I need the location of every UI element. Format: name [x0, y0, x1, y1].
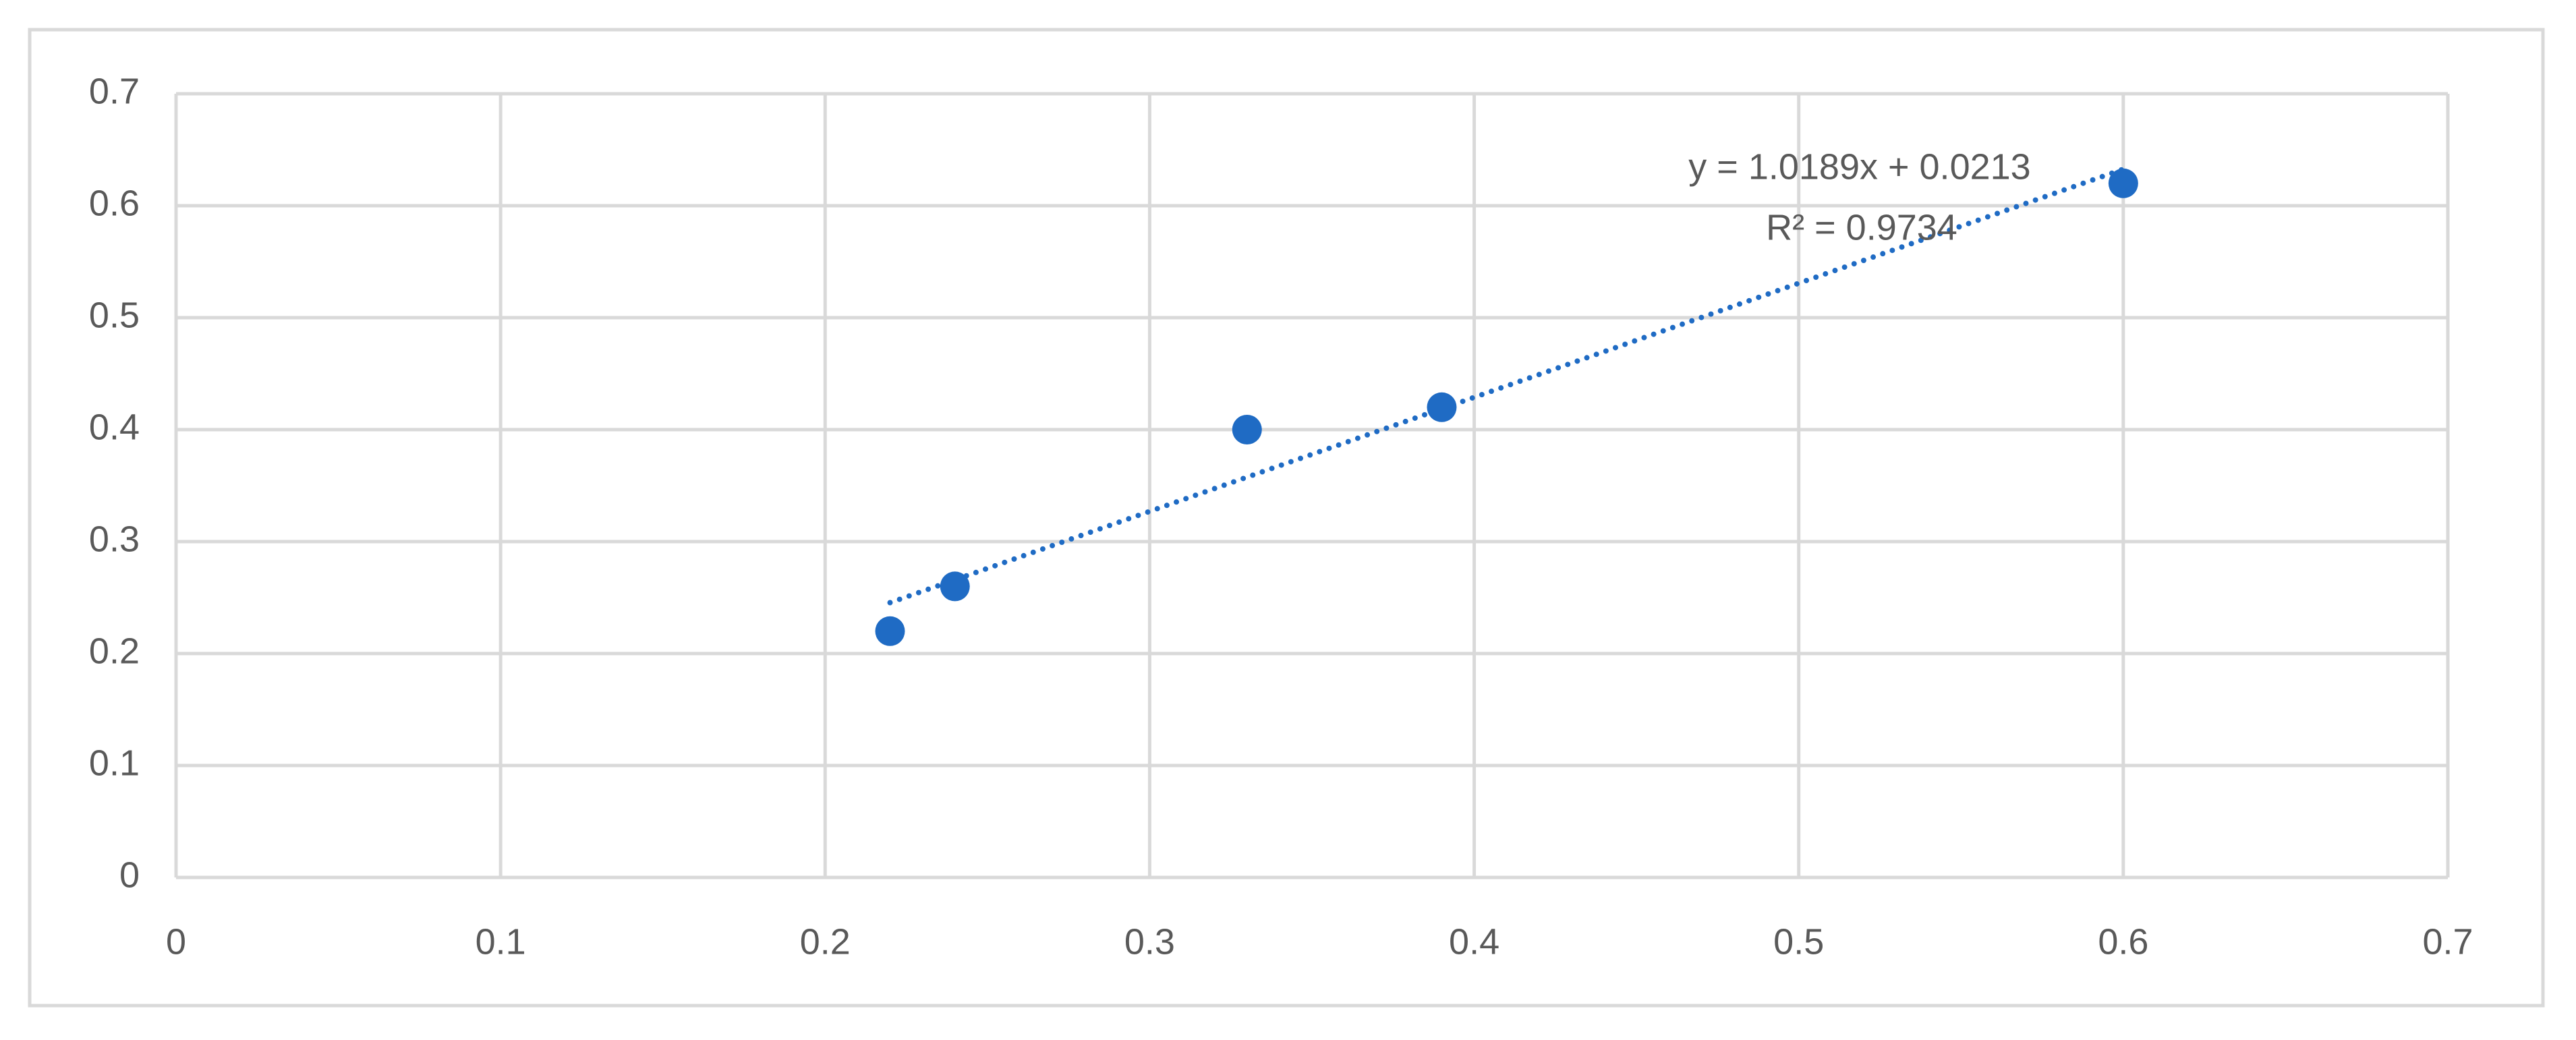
data-point: [875, 616, 905, 646]
data-point: [2108, 168, 2138, 198]
y-tick-label: 0.7: [89, 71, 140, 111]
x-tick-label: 0.7: [2422, 921, 2473, 962]
x-tick-label: 0.2: [800, 921, 851, 962]
x-tick-label: 0.4: [1449, 921, 1499, 962]
data-point: [1232, 415, 1262, 444]
chart-frame: [28, 28, 2545, 1008]
x-tick-label: 0.1: [476, 921, 526, 962]
x-tick-label: 0: [166, 921, 186, 962]
y-tick-label: 0.3: [89, 519, 140, 559]
trendline-equation: y = 1.0189x + 0.0213: [1688, 146, 2030, 187]
y-tick-label: 0.4: [89, 407, 140, 447]
y-tick-label: 0: [119, 855, 140, 895]
x-tick-label: 0.6: [2098, 921, 2148, 962]
data-point: [940, 571, 970, 602]
y-tick-label: 0.2: [89, 631, 140, 671]
trendline-r-squared: R² = 0.9734: [1766, 207, 1957, 248]
y-tick-label: 0.6: [89, 183, 140, 223]
x-tick-label: 0.3: [1124, 921, 1175, 962]
plot-area: [875, 166, 2138, 646]
x-tick-label: 0.5: [1773, 921, 1824, 962]
y-tick-label: 0.1: [89, 743, 140, 783]
y-tick-label: 0.5: [89, 295, 140, 335]
data-point: [1427, 392, 1457, 422]
grid: [174, 92, 2450, 879]
